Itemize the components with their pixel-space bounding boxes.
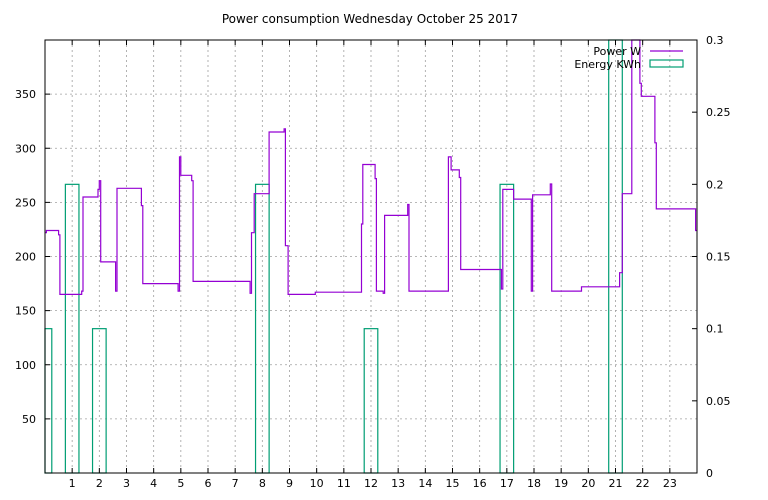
y-tick-label: 150 [15, 305, 36, 318]
x-tick-label: 16 [473, 477, 487, 490]
x-tick-label: 5 [177, 477, 184, 490]
y2-tick-label: 0.25 [706, 106, 731, 119]
grid [45, 40, 697, 473]
power-series [45, 39, 697, 295]
x-tick-label: 4 [150, 477, 157, 490]
x-tick-label: 18 [527, 477, 541, 490]
axis-ticks: 1 2 3 4 5 6 7 8 9 10 11 12 13 14 15 16 17 18 19 20 21 22 23501… [15, 34, 731, 490]
x-tick-label: 6 [205, 477, 212, 490]
legend-label-power: Power W [593, 45, 641, 58]
energy-bar [64, 183, 80, 474]
y2-tick-label: 0.15 [706, 251, 731, 264]
y2-tick-label: 0.1 [706, 323, 724, 336]
energy-bar [254, 183, 270, 474]
x-tick-label: 1 [69, 477, 76, 490]
x-tick-label: 21 [609, 477, 623, 490]
x-tick-label: 2 [96, 477, 103, 490]
x-tick-label: 14 [418, 477, 432, 490]
x-tick-label: 23 [663, 477, 677, 490]
x-tick-label: 11 [337, 477, 351, 490]
energy-bar [44, 328, 53, 474]
x-tick-label: 10 [310, 477, 324, 490]
power-line [45, 39, 697, 295]
y-tick-label: 200 [15, 251, 36, 264]
x-tick-label: 22 [636, 477, 650, 490]
x-tick-label: 9 [286, 477, 293, 490]
y2-tick-label: 0.05 [706, 395, 731, 408]
y2-tick-label: 0.2 [706, 178, 724, 191]
y-tick-label: 300 [15, 142, 36, 155]
x-tick-label: 13 [391, 477, 405, 490]
y-tick-label: 100 [15, 359, 36, 372]
x-tick-label: 12 [364, 477, 378, 490]
chart-title: Power consumption Wednesday October 25 2… [222, 12, 518, 26]
y2-tick-label: 0 [706, 467, 713, 480]
energy-bar [499, 183, 515, 474]
x-tick-label: 7 [232, 477, 239, 490]
x-tick-label: 17 [500, 477, 514, 490]
y-tick-label: 350 [15, 88, 36, 101]
y-tick-label: 50 [22, 413, 36, 426]
x-tick-label: 3 [123, 477, 130, 490]
x-tick-label: 19 [554, 477, 568, 490]
y-tick-label: 250 [15, 196, 36, 209]
legend-label-energy: Energy KWh [574, 58, 641, 71]
y2-tick-label: 0.3 [706, 34, 724, 47]
x-tick-label: 20 [581, 477, 595, 490]
x-tick-label: 15 [446, 477, 460, 490]
legend-swatch-energy [649, 59, 684, 68]
x-tick-label: 8 [259, 477, 266, 490]
